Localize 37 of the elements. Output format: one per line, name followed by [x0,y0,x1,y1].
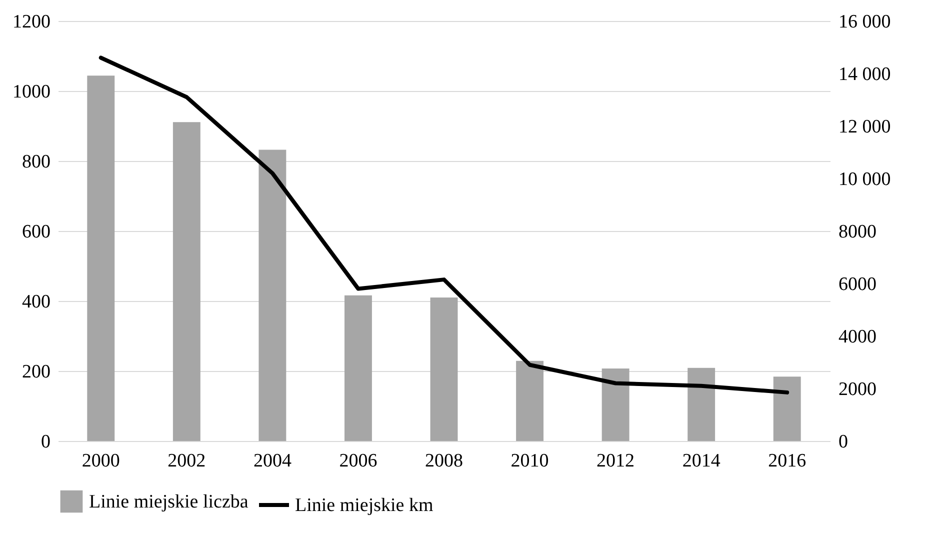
x-tick-label: 2000 [82,450,120,472]
y-tick-label: 400 [22,292,50,312]
x-tick-label: 2016 [768,450,806,472]
y2-tick-label: 0 [838,432,848,452]
y-tick-label: 800 [22,152,50,172]
y2-tick-label: 4000 [838,326,876,348]
y-tick-label: 600 [22,222,50,242]
y2-tick-label: 2000 [838,379,876,400]
bar [258,150,286,441]
line-series [98,56,790,394]
bar [773,376,801,441]
bar [602,368,630,441]
y-tick-label: 200 [22,362,50,382]
y-tick-label: 0 [41,432,50,452]
bar [688,368,716,441]
bar [516,360,544,441]
x-tick-label: 2004 [253,450,292,472]
bar [172,122,200,441]
bar [87,76,115,441]
y-tick-label: 1200 [12,12,50,32]
bar [344,295,372,441]
y2-tick-label: 6000 [838,274,876,295]
y2-tick-label: 12 000 [838,116,891,138]
legend-label: Linie miejskie km [295,495,434,516]
y-tick-label: 1000 [12,82,50,102]
x-tick-label: 2012 [596,450,635,472]
y2-tick-label: 14 000 [838,64,891,85]
x-tick-label: 2014 [682,450,721,472]
bar [430,298,458,441]
x-tick-label: 2010 [510,450,549,472]
x-tick-label: 2006 [339,450,378,472]
y2-tick-label: 10 000 [838,169,891,190]
x-tick-label: 2008 [425,450,463,472]
y2-tick-label: 16 000 [838,12,891,32]
legend-label: Linie miejskie liczba [89,492,249,512]
y2-tick-label: 8000 [838,222,876,242]
x-tick-label: 2002 [168,450,206,472]
